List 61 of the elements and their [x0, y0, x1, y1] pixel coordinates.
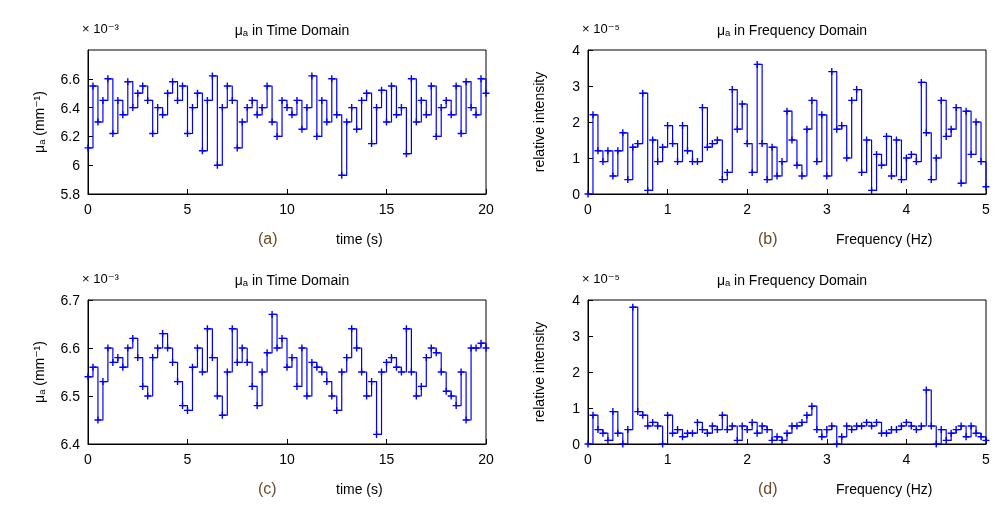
chart-title: μₐ in Frequency Domain [716, 22, 868, 38]
x-tick-label: 1 [663, 451, 672, 467]
y-tick-label: 4 [572, 292, 581, 308]
x-tick-label: 5 [183, 451, 192, 467]
y-tick-label: 6.7 [60, 292, 81, 308]
x-tick-label: 0 [584, 201, 593, 217]
x-axis-title: Frequency (Hz) [836, 231, 933, 247]
y-tick-label: 6.5 [60, 388, 81, 404]
x-tick-label: 2 [743, 201, 752, 217]
y-tick-label: 0 [572, 186, 581, 202]
y-tick-label: 2 [572, 364, 581, 380]
x-tick-label: 4 [902, 201, 911, 217]
y-tick-label: 1 [572, 150, 581, 166]
y-tick-label: 5.8 [60, 186, 81, 202]
text: (c) [258, 479, 277, 497]
y-tick-label: 3 [572, 78, 581, 94]
text: × 10⁻³ [82, 21, 120, 36]
y-axis-title: μₐ (mm⁻¹) [31, 91, 47, 153]
y-tick-label: 2 [572, 114, 581, 130]
x-tick-label: 1 [663, 201, 672, 217]
x-tick-label: 2 [743, 451, 752, 467]
y-tick-label: 0 [572, 436, 581, 452]
y-tick-label: 6.6 [60, 340, 81, 356]
text: (b) [758, 229, 778, 247]
chart-title: μₐ in Time Domain [234, 272, 350, 288]
y-tick-label: 6.4 [60, 99, 81, 116]
x-axis-title: time (s) [336, 481, 383, 497]
y-tick-label: 1 [572, 400, 581, 416]
x-axis-title: time (s) [336, 231, 383, 247]
x-tick-label: 0 [84, 451, 93, 467]
y-tick-label: 6.4 [60, 436, 81, 452]
text: (a) [258, 229, 278, 247]
x-tick-label: 3 [822, 451, 831, 467]
x-tick-label: 10 [279, 451, 295, 467]
x-tick-label: 20 [478, 451, 494, 467]
x-tick-label: 10 [279, 201, 295, 217]
y-axis-title: relative intensity [531, 71, 547, 173]
text: × 10⁻⁵ [582, 21, 620, 36]
x-tick-label: 20 [478, 201, 494, 217]
x-tick-label: 15 [378, 451, 395, 467]
text: (d) [758, 479, 778, 497]
y-tick-label: 4 [572, 42, 581, 58]
x-tick-label: 5 [982, 451, 991, 467]
x-tick-label: 15 [378, 201, 395, 217]
y-axis-title: relative intensity [531, 321, 547, 423]
x-axis-title: Frequency (Hz) [836, 481, 933, 497]
x-tick-label: 5 [982, 201, 991, 217]
text: × 10⁻³ [82, 271, 120, 286]
y-tick-label: 6 [72, 157, 81, 174]
x-tick-label: 0 [584, 451, 593, 467]
chart-title: μₐ in Frequency Domain [716, 272, 868, 288]
y-axis-title: μₐ (mm⁻¹) [31, 341, 47, 403]
x-tick-label: 0 [84, 201, 93, 217]
x-tick-label: 4 [902, 451, 911, 467]
y-tick-label: 6.2 [60, 128, 81, 145]
x-tick-label: 5 [183, 201, 192, 217]
x-tick-label: 3 [822, 201, 831, 217]
chart-title: μₐ in Time Domain [234, 22, 350, 38]
y-tick-label: 3 [572, 328, 581, 344]
text: × 10⁻⁵ [582, 271, 620, 286]
y-tick-label: 6.6 [60, 70, 81, 87]
